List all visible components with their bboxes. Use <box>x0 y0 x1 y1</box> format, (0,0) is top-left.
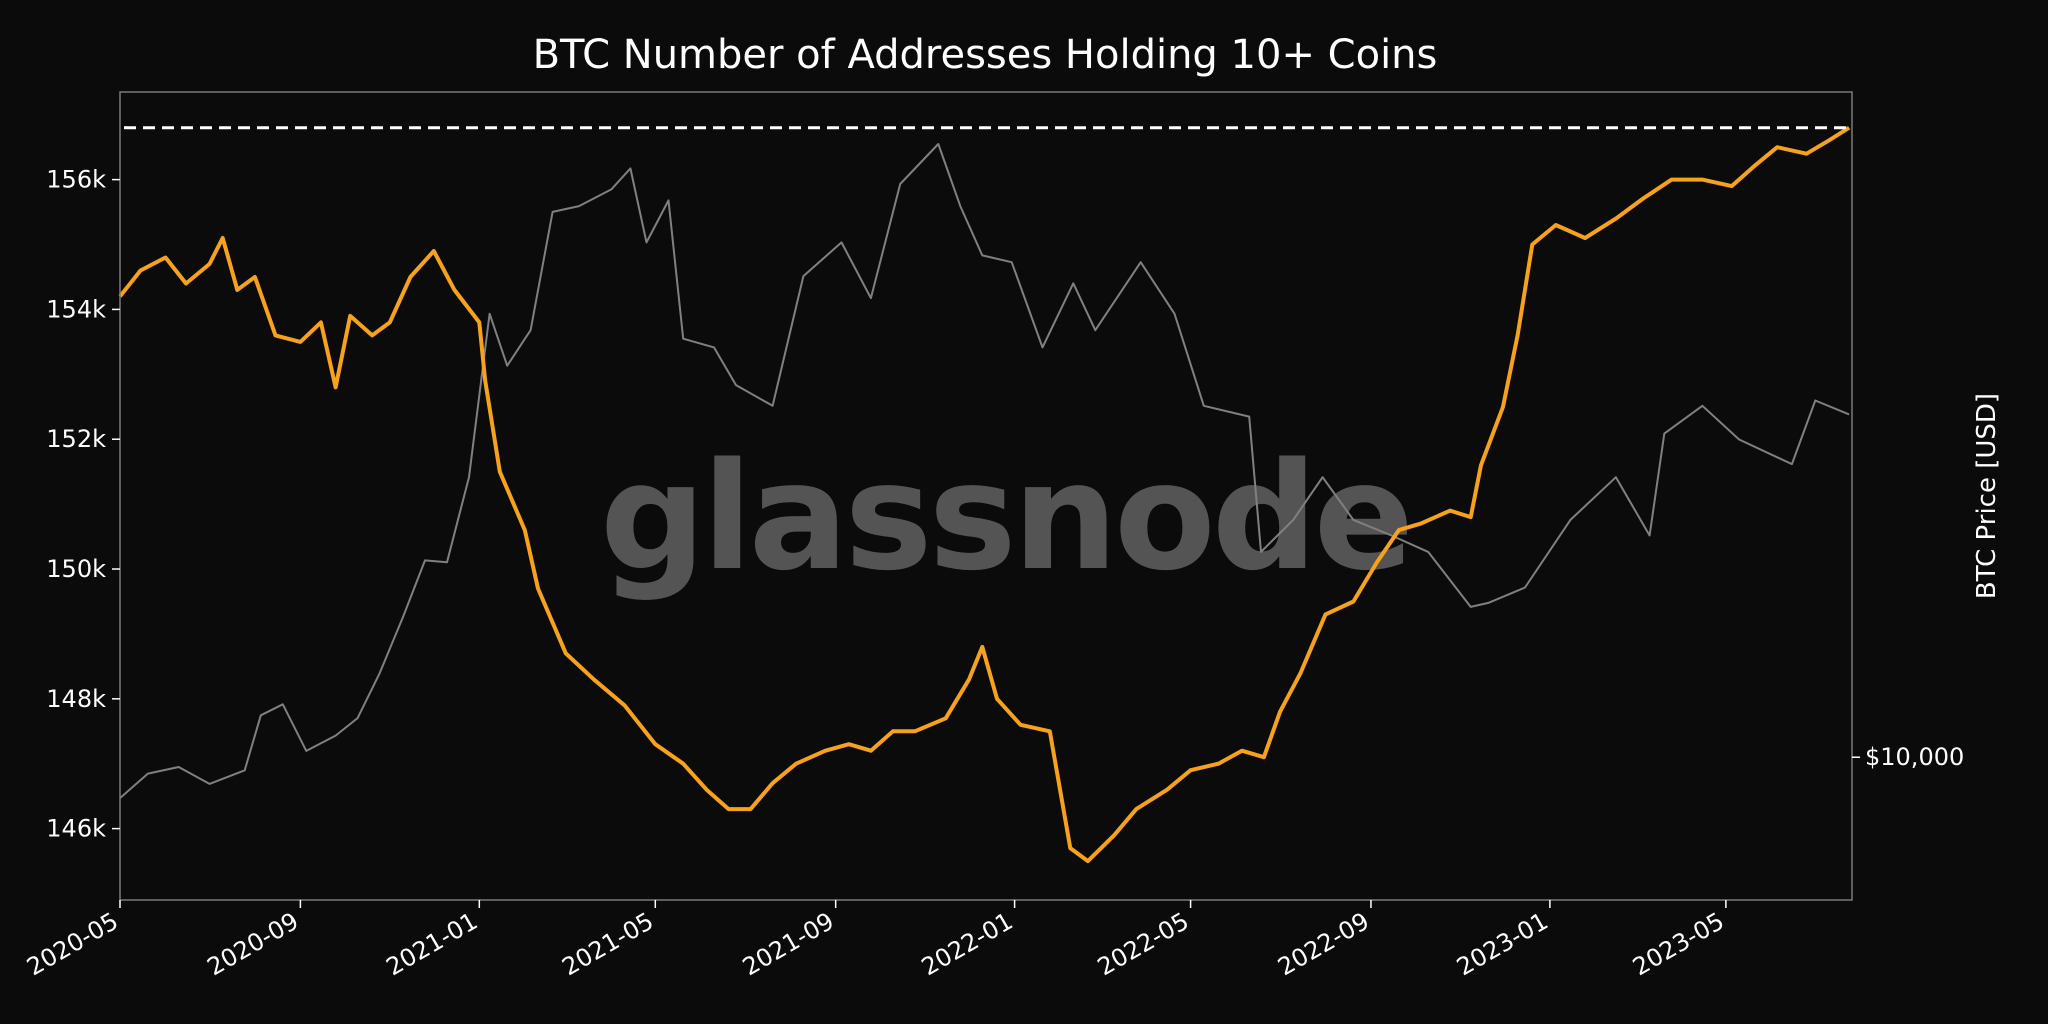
left-tick-label: 146k <box>46 815 106 843</box>
left-tick-label: 150k <box>46 555 106 583</box>
left-tick-label: 152k <box>46 425 106 453</box>
plot-frame <box>119 91 1853 901</box>
price-line <box>119 143 1850 799</box>
addresses-series-layer <box>118 126 1851 864</box>
chart-title: BTC Number of Addresses Holding 10+ Coin… <box>533 32 1438 78</box>
addresses-line <box>118 126 1851 864</box>
price-series-layer <box>119 143 1850 799</box>
right-axis: $10,000 <box>1852 743 1964 771</box>
left-axis: 146k 148k 150k 152k 154k 156k <box>46 166 120 843</box>
right-axis-label: BTC Price [USD] <box>1972 393 2002 599</box>
watermark: glassnode <box>600 431 1410 603</box>
left-tick-label: 148k <box>46 685 106 713</box>
left-tick-label: 156k <box>46 166 106 194</box>
right-tick-label: $10,000 <box>1865 743 1964 771</box>
left-tick-label: 154k <box>46 295 106 323</box>
